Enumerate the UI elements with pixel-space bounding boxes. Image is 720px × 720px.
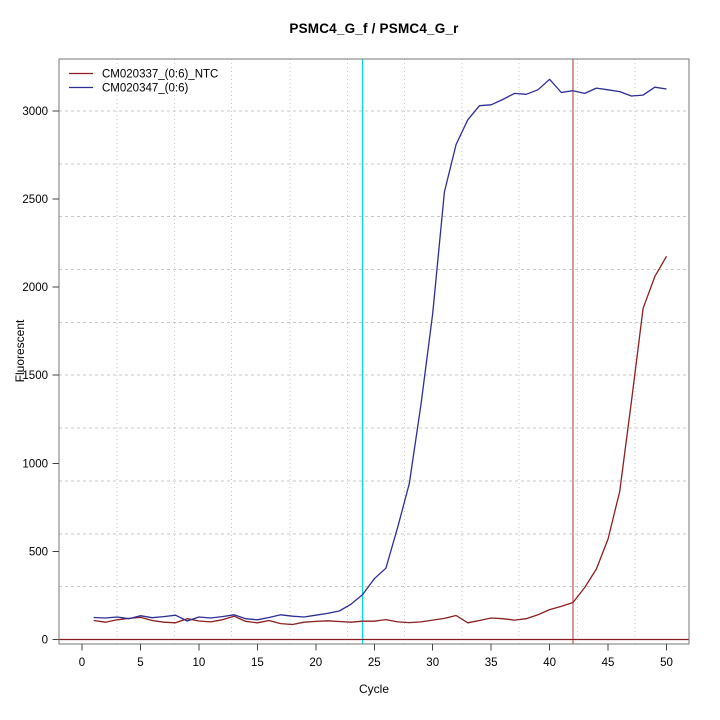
x-tick-label: 15: [251, 657, 264, 669]
legend: CM020337_(0:6)_NTC CM020347_(0:6): [69, 69, 218, 95]
y-tick-label: 1000: [22, 458, 48, 470]
series-curve-0: [93, 255, 668, 626]
y-tick-label: 1500: [22, 370, 48, 382]
x-tick-label: 45: [602, 657, 615, 669]
y-tick-label: 0: [42, 635, 48, 647]
x-tick-label: 5: [137, 657, 143, 669]
x-tick-label: 10: [193, 657, 206, 669]
y-axis: 0 500 1000 1500 2000 2500 3000: [22, 106, 59, 647]
y-tick-label: 3000: [22, 106, 48, 118]
y-tick-label: 500: [29, 546, 48, 558]
x-axis: 0 5 10 15 20 25 30 35 40 45 50: [79, 644, 673, 669]
x-tick-label: 35: [485, 657, 498, 669]
legend-label-0: CM020337_(0:6)_NTC: [102, 69, 218, 81]
x-tick-label: 0: [79, 657, 85, 669]
x-tick-label: 40: [543, 657, 556, 669]
legend-label-1: CM020347_(0:6): [102, 83, 188, 95]
x-tick-label: 30: [426, 657, 439, 669]
x-tick-label: 20: [309, 657, 322, 669]
series-curve-1: [93, 78, 667, 622]
gridlines: [59, 59, 689, 644]
x-axis-title: Cycle: [358, 682, 389, 696]
y-tick-label: 2000: [22, 282, 48, 294]
y-axis-title: Fluorescent: [13, 319, 27, 383]
x-tick-label: 25: [368, 657, 381, 669]
chart-title: PSMC4_G_f / PSMC4_G_r: [289, 21, 459, 36]
y-tick-label: 2500: [22, 194, 48, 206]
x-tick-label: 50: [660, 657, 673, 669]
plot-box: [58, 58, 690, 645]
